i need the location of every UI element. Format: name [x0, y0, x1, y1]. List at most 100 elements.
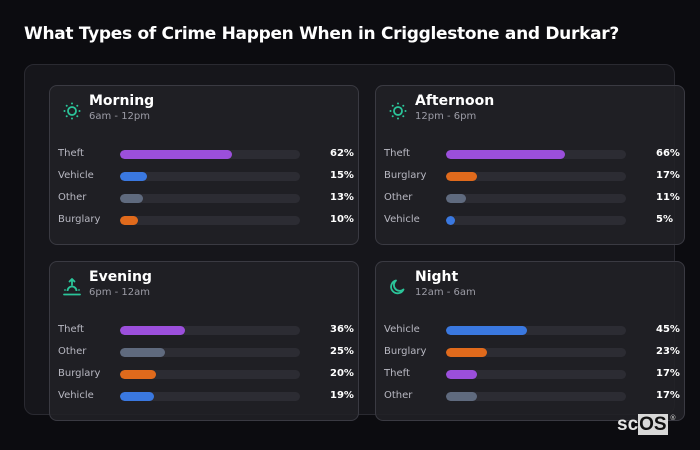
- bar-track: [120, 194, 300, 203]
- card-subtitle: 6pm - 12am: [89, 287, 151, 298]
- bar-label: Theft: [58, 148, 84, 159]
- bar-fill: [120, 326, 185, 335]
- bar-value: 10%: [330, 214, 354, 225]
- bar-track: [446, 194, 626, 203]
- bar-value: 25%: [330, 346, 354, 357]
- bar-row: Vehicle 45%: [384, 323, 684, 339]
- card-title: Morning: [89, 93, 155, 109]
- bar-row: Burglary 17%: [384, 169, 684, 185]
- bar-track: [446, 392, 626, 401]
- bar-label: Burglary: [384, 170, 427, 181]
- bar-label: Theft: [58, 324, 84, 335]
- bar-track: [446, 150, 626, 159]
- bar-fill: [446, 150, 565, 159]
- bar-row: Other 13%: [58, 191, 358, 207]
- bar-value: 13%: [330, 192, 354, 203]
- bar-row: Other 17%: [384, 389, 684, 405]
- bar-value: 45%: [656, 324, 680, 335]
- bar-row: Theft 66%: [384, 147, 684, 163]
- bar-fill: [446, 194, 466, 203]
- card-title: Night: [415, 269, 459, 285]
- bar-value: 15%: [330, 170, 354, 181]
- bar-fill: [446, 326, 527, 335]
- bar-value: 36%: [330, 324, 354, 335]
- bar-track: [446, 348, 626, 357]
- page-title: What Types of Crime Happen When in Crigg…: [24, 24, 619, 44]
- sun-icon: [63, 102, 81, 120]
- card-subtitle: 12am - 6am: [415, 287, 476, 298]
- bar-label: Theft: [384, 148, 410, 159]
- bar-fill: [446, 172, 477, 181]
- bar-track: [120, 348, 300, 357]
- bar-row: Vehicle 15%: [58, 169, 358, 185]
- bar-track: [446, 216, 626, 225]
- bar-row: Theft 17%: [384, 367, 684, 383]
- card-evening: Evening 6pm - 12am Theft 36% Other 25% B…: [49, 261, 359, 421]
- bar-track: [120, 370, 300, 379]
- bar-track: [446, 326, 626, 335]
- bar-label: Theft: [384, 368, 410, 379]
- bar-label: Vehicle: [384, 214, 420, 225]
- bar-fill: [120, 392, 155, 401]
- bar-fill: [120, 370, 156, 379]
- bar-label: Vehicle: [58, 390, 94, 401]
- bar-track: [446, 172, 626, 181]
- bar-row: Burglary 20%: [58, 367, 358, 383]
- bar-value: 17%: [656, 170, 680, 181]
- bar-value: 17%: [656, 368, 680, 379]
- bar-label: Vehicle: [384, 324, 420, 335]
- bar-fill: [120, 194, 144, 203]
- bar-row: Vehicle 5%: [384, 213, 684, 229]
- logo-os: OS: [638, 414, 668, 435]
- logo-registered: ®: [670, 415, 676, 422]
- bar-row: Burglary 23%: [384, 345, 684, 361]
- card-title: Afternoon: [415, 93, 495, 109]
- bar-row: Theft 62%: [58, 147, 358, 163]
- bar-value: 23%: [656, 346, 680, 357]
- bar-value: 19%: [330, 390, 354, 401]
- card-night: Night 12am - 6am Vehicle 45% Burglary 23…: [375, 261, 685, 421]
- bar-track: [120, 150, 300, 159]
- bar-label: Burglary: [58, 368, 101, 379]
- bar-label: Burglary: [384, 346, 427, 357]
- bar-value: 62%: [330, 148, 354, 159]
- bar-label: Other: [58, 346, 87, 357]
- card-morning: Morning 6am - 12pm Theft 62% Vehicle 15%…: [49, 85, 359, 245]
- bar-row: Burglary 10%: [58, 213, 358, 229]
- bar-fill: [120, 216, 138, 225]
- bar-fill: [446, 370, 477, 379]
- moon-icon: [390, 279, 405, 295]
- bar-row: Other 25%: [58, 345, 358, 361]
- bar-value: 66%: [656, 148, 680, 159]
- bar-label: Burglary: [58, 214, 101, 225]
- card-subtitle: 6am - 12pm: [89, 111, 151, 122]
- card-afternoon: Afternoon 12pm - 6pm Theft 66% Burglary …: [375, 85, 685, 245]
- bar-value: 11%: [656, 192, 680, 203]
- logo-sc: sc: [617, 414, 639, 435]
- bar-row: Other 11%: [384, 191, 684, 207]
- bar-fill: [446, 392, 477, 401]
- bar-fill: [120, 150, 232, 159]
- bar-fill: [120, 348, 165, 357]
- bar-track: [120, 392, 300, 401]
- bar-row: Theft 36%: [58, 323, 358, 339]
- bar-value: 17%: [656, 390, 680, 401]
- sunset-icon: [63, 278, 81, 296]
- card-title: Evening: [89, 269, 152, 285]
- sun-icon: [389, 102, 407, 120]
- bar-fill: [446, 216, 455, 225]
- bar-value: 5%: [656, 214, 673, 225]
- card-subtitle: 12pm - 6pm: [415, 111, 477, 122]
- scos-logo: scOS ®: [617, 414, 676, 435]
- bar-label: Vehicle: [58, 170, 94, 181]
- bar-track: [120, 326, 300, 335]
- bar-value: 20%: [330, 368, 354, 379]
- bar-label: Other: [384, 390, 413, 401]
- bar-row: Vehicle 19%: [58, 389, 358, 405]
- bar-track: [120, 216, 300, 225]
- bar-track: [120, 172, 300, 181]
- bar-label: Other: [384, 192, 413, 203]
- bar-fill: [446, 348, 488, 357]
- bar-fill: [120, 172, 147, 181]
- bar-track: [446, 370, 626, 379]
